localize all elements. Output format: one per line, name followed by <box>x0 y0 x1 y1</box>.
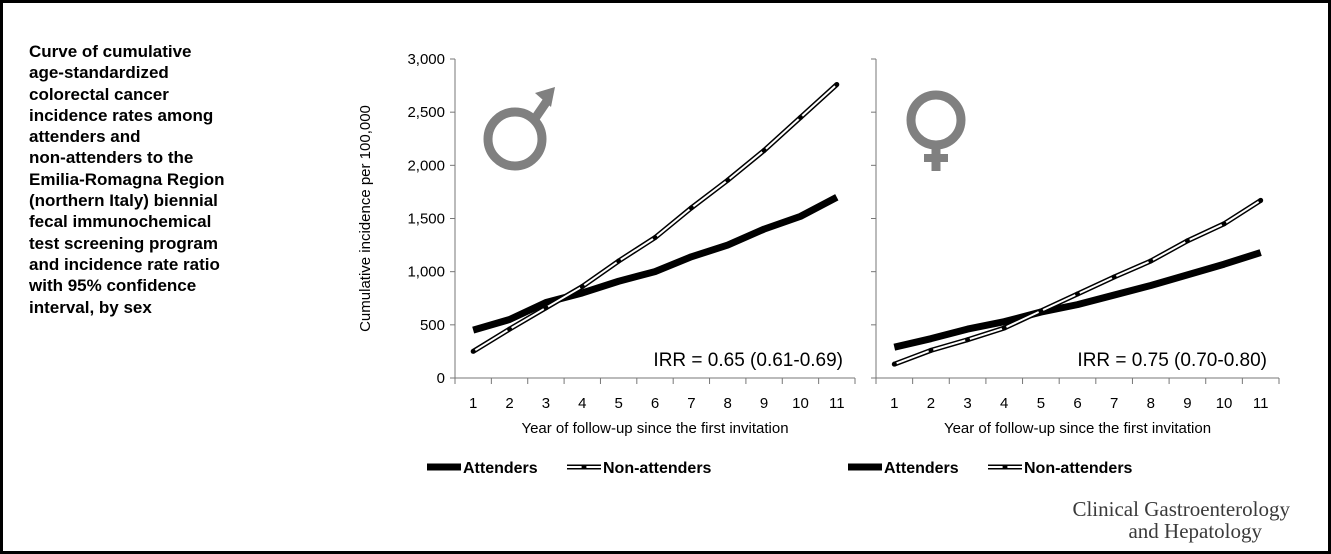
x-tick-label: 9 <box>760 395 768 412</box>
caption-line: colorectal cancer <box>29 84 169 104</box>
data-point-non-attenders <box>1075 291 1080 297</box>
data-point-non-attenders <box>1148 258 1154 264</box>
data-point-non-attenders <box>797 114 803 120</box>
data-point-non-attenders <box>1184 238 1190 244</box>
caption-line: and incidence rate ratio <box>29 254 220 274</box>
data-point-non-attenders <box>470 348 476 354</box>
caption-line: with 95% confidence <box>29 276 197 296</box>
y-tick-label: 1,500 <box>407 211 445 228</box>
data-point-non-attenders <box>1038 308 1044 314</box>
journal-name-line2: and Hepatology <box>1128 519 1262 543</box>
y-axis-title: Cumulative incidence per 100,000 <box>357 105 374 332</box>
x-tick-label: 4 <box>578 395 586 412</box>
data-point-non-attenders <box>543 305 549 311</box>
legend-label-non-attenders: Non-attenders <box>603 460 712 477</box>
caption-line: (northern Italy) biennial <box>29 191 218 211</box>
male-symbol-icon <box>483 87 555 171</box>
caption-line: Curve of cumulative <box>29 42 192 61</box>
journal-name-line1: Clinical Gastroenterology <box>1072 497 1290 521</box>
legend-label-attenders: Attenders <box>884 460 959 477</box>
chart-female: 1 2 3 4 5 6 7 8 9 10 11 Year of follow-up since the… <box>848 58 1280 477</box>
caption-line: Emilia-Romagna Region <box>29 169 225 189</box>
x-tick-label: 1 <box>469 395 477 412</box>
caption-line: attenders and <box>29 127 141 147</box>
data-point-non-attenders <box>1221 221 1227 227</box>
x-tick-label: 11 <box>829 395 845 412</box>
y-tick-label: 1,000 <box>407 264 445 281</box>
x-tick-label: 11 <box>1253 395 1269 412</box>
irr-annotation: IRR = 0.75 (0.70-0.80) <box>1077 350 1267 371</box>
caption-line: age-standardized <box>29 63 169 83</box>
x-tick-label: 3 <box>963 395 971 412</box>
x-tick-label: 8 <box>724 395 732 412</box>
y-tick-label: 3,000 <box>407 51 445 68</box>
data-point-non-attenders <box>891 361 897 367</box>
caption-line: incidence rates among <box>29 105 214 125</box>
x-tick-label: 5 <box>614 395 622 412</box>
data-point-non-attenders <box>688 205 694 211</box>
series-line-attenders <box>472 194 839 334</box>
chart-male: 0 500 1,000 1,500 2,000 2,500 3,000 1 2 3 4 5 6 7 8 9 10… <box>357 51 856 477</box>
charts-svg: 0 500 1,000 1,500 2,000 2,500 3,000 1 2 3 4 5 6 7 8 9 10… <box>357 51 1280 477</box>
x-tick-label: 6 <box>651 395 659 412</box>
legend-marker-non-attenders <box>581 464 587 470</box>
y-tick-label: 2,000 <box>407 157 445 174</box>
caption-line: test screening program <box>29 233 218 253</box>
data-point-non-attenders <box>928 347 934 353</box>
x-tick-label: 2 <box>505 395 513 412</box>
data-point-non-attenders <box>725 177 731 183</box>
y-tick-label: 500 <box>420 317 445 334</box>
x-tick-label: 4 <box>1000 395 1008 412</box>
legend-label-attenders: Attenders <box>463 460 538 477</box>
x-tick-label: 2 <box>927 395 935 412</box>
female-symbol-icon <box>906 90 966 171</box>
data-point-non-attenders <box>1001 325 1007 331</box>
y-tick-label: 0 <box>437 370 445 387</box>
x-tick-label: 1 <box>890 395 898 412</box>
x-tick-label: 7 <box>687 395 695 412</box>
caption-line: interval, by sex <box>29 297 152 317</box>
caption-line: non-attenders to the <box>29 148 194 168</box>
data-point-non-attenders <box>965 337 971 343</box>
x-tick-label: 5 <box>1037 395 1045 412</box>
data-point-non-attenders <box>834 82 840 88</box>
journal-name: Clinical Gastroenterology and Hepatology <box>1072 498 1290 542</box>
x-tick-label: 10 <box>792 395 809 412</box>
x-axis-title: Year of follow-up since the first invita… <box>521 420 788 437</box>
x-tick-label: 3 <box>542 395 550 412</box>
caption-line: fecal immunochemical <box>29 212 212 232</box>
series-line-non-attenders-inner <box>893 199 1262 366</box>
data-point-non-attenders <box>1258 197 1264 203</box>
legend: Attenders Non-attenders <box>848 460 1133 477</box>
x-tick-label: 8 <box>1147 395 1155 412</box>
data-point-non-attenders <box>507 326 513 332</box>
legend: Attenders Non-attenders <box>427 460 712 477</box>
data-point-non-attenders <box>616 258 622 264</box>
legend-marker-non-attenders <box>1002 464 1008 470</box>
data-point-non-attenders <box>761 147 767 153</box>
series-line-attenders <box>893 249 1262 351</box>
x-tick-label: 9 <box>1183 395 1191 412</box>
figure-caption: Curve of cumulative age-standardized color… <box>29 41 329 318</box>
data-point-non-attenders <box>1111 274 1117 280</box>
y-tick-label: 2,500 <box>407 104 445 121</box>
x-tick-label: 6 <box>1073 395 1081 412</box>
x-tick-label: 10 <box>1216 395 1233 412</box>
series-line-non-attenders <box>893 198 1263 367</box>
x-tick-label: 7 <box>1110 395 1118 412</box>
legend-label-non-attenders: Non-attenders <box>1024 460 1133 477</box>
x-axis-title: Year of follow-up since the first invita… <box>944 420 1211 437</box>
data-point-non-attenders <box>579 284 585 290</box>
data-point-non-attenders <box>652 235 658 241</box>
irr-annotation: IRR = 0.65 (0.61-0.69) <box>653 350 843 371</box>
